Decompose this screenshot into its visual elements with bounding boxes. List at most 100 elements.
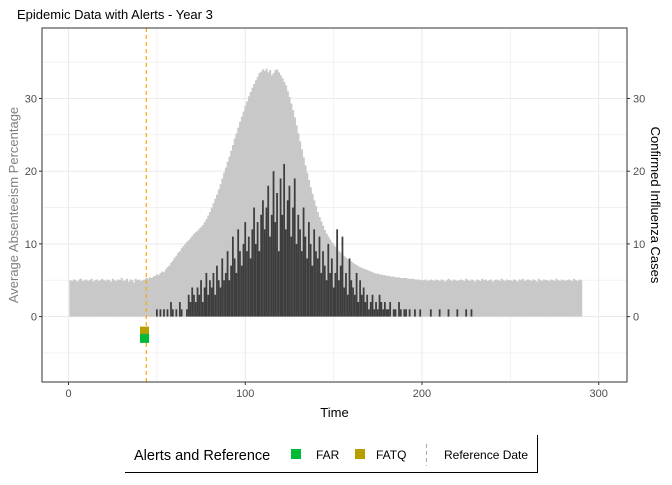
cases-bar — [387, 309, 390, 317]
absenteeism-bar — [189, 238, 192, 317]
cases-bar — [318, 236, 321, 317]
absenteeism-bar — [122, 280, 125, 317]
cases-bar — [373, 309, 376, 317]
absenteeism-bar — [72, 279, 75, 317]
absenteeism-bar — [101, 278, 104, 317]
cases-bar — [269, 236, 271, 317]
cases-bar — [288, 185, 291, 317]
absenteeism-bar — [127, 281, 130, 317]
cases-bar — [399, 309, 402, 317]
cases-bar — [193, 294, 195, 317]
cases-bar — [353, 294, 356, 317]
absenteeism-bar — [578, 279, 581, 317]
cases-bar — [217, 280, 220, 317]
absenteeism-bar — [569, 280, 572, 317]
absenteeism-bar — [385, 275, 388, 317]
cases-bar — [233, 258, 236, 317]
cases-bar — [419, 309, 422, 317]
absenteeism-bar — [364, 269, 367, 317]
legend-key-fatq — [355, 449, 365, 459]
absenteeism-bar — [184, 243, 187, 317]
absenteeism-bar — [375, 273, 378, 317]
x-axis-label: Time — [320, 405, 348, 420]
x-tick-label: 200 — [413, 388, 431, 400]
y-tick-label-right: 10 — [633, 239, 645, 251]
alert-point-fatq — [140, 326, 150, 336]
absenteeism-bar — [509, 280, 512, 317]
absenteeism-bar — [449, 280, 452, 317]
absenteeism-bar — [511, 280, 514, 317]
cases-bar — [447, 309, 450, 317]
absenteeism-bar — [495, 279, 498, 317]
absenteeism-bar — [357, 266, 360, 317]
cases-bar — [408, 309, 411, 317]
absenteeism-bar — [539, 280, 542, 317]
cases-bar — [352, 287, 354, 317]
absenteeism-bar — [136, 280, 139, 317]
absenteeism-bar — [451, 280, 454, 317]
absenteeism-bar — [125, 278, 129, 317]
cases-bar — [313, 229, 316, 317]
cases-bar — [247, 236, 250, 317]
absenteeism-bar — [193, 233, 196, 317]
cases-bar — [302, 207, 305, 317]
absenteeism-bar — [555, 278, 558, 317]
cases-bar — [201, 302, 204, 317]
cases-bar — [226, 251, 229, 317]
cases-bar — [327, 243, 330, 317]
cases-bar — [306, 258, 308, 317]
absenteeism-bar — [168, 265, 171, 317]
absenteeism-bar — [415, 279, 418, 317]
absenteeism-bar — [454, 280, 457, 317]
cases-bar — [253, 207, 255, 317]
cases-bar — [163, 309, 165, 317]
cases-bar — [258, 251, 261, 317]
absenteeism-bar — [161, 271, 164, 317]
absenteeism-bar — [564, 280, 567, 317]
absenteeism-bar — [170, 262, 173, 317]
cases-bar — [366, 294, 369, 317]
absenteeism-bar — [461, 280, 464, 317]
cases-bar — [357, 302, 360, 317]
absenteeism-bar — [295, 125, 298, 317]
absenteeism-bar — [194, 232, 197, 317]
absenteeism-bar — [90, 278, 93, 317]
legend-label-far: FAR — [316, 448, 340, 462]
cases-bar — [219, 287, 222, 317]
cases-bar — [237, 229, 240, 317]
cases-bar — [300, 251, 303, 317]
absenteeism-bar — [431, 280, 434, 317]
absenteeism-bar — [270, 75, 273, 317]
absenteeism-bar — [424, 279, 427, 317]
cases-bar — [210, 287, 213, 317]
absenteeism-bar — [532, 279, 535, 317]
absenteeism-bar — [550, 279, 553, 317]
absenteeism-bar — [285, 85, 288, 317]
cases-bar — [196, 287, 199, 317]
absenteeism-bar — [221, 178, 224, 317]
cases-bar — [281, 214, 284, 317]
cases-bar — [189, 302, 192, 317]
cases-bar — [364, 302, 367, 317]
absenteeism-bar — [182, 246, 185, 317]
absenteeism-bar — [546, 280, 549, 317]
absenteeism-bar — [426, 280, 429, 317]
absenteeism-bar — [133, 282, 136, 317]
cases-bar — [166, 309, 169, 317]
cases-bar — [274, 222, 277, 317]
y-tick-label-right: 0 — [633, 312, 639, 324]
absenteeism-bar — [383, 275, 387, 317]
absenteeism-bar — [361, 267, 364, 317]
absenteeism-bar — [558, 280, 562, 317]
absenteeism-bar — [452, 279, 455, 317]
absenteeism-bar — [343, 256, 346, 317]
absenteeism-bar — [475, 279, 478, 317]
legend-key-far — [291, 449, 301, 459]
cases-bar — [304, 236, 307, 317]
cases-bar — [194, 302, 197, 317]
absenteeism-bar — [299, 141, 302, 317]
absenteeism-bar — [380, 274, 383, 317]
cases-bar — [383, 302, 386, 317]
cases-bar — [369, 302, 372, 317]
absenteeism-bar — [435, 279, 438, 317]
